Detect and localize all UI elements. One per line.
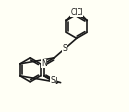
Text: N: N	[41, 59, 47, 68]
Text: S: S	[50, 76, 55, 85]
Text: Cl: Cl	[76, 8, 83, 17]
Text: Cl: Cl	[70, 8, 78, 17]
Text: S: S	[62, 44, 67, 53]
Text: N: N	[51, 77, 57, 86]
